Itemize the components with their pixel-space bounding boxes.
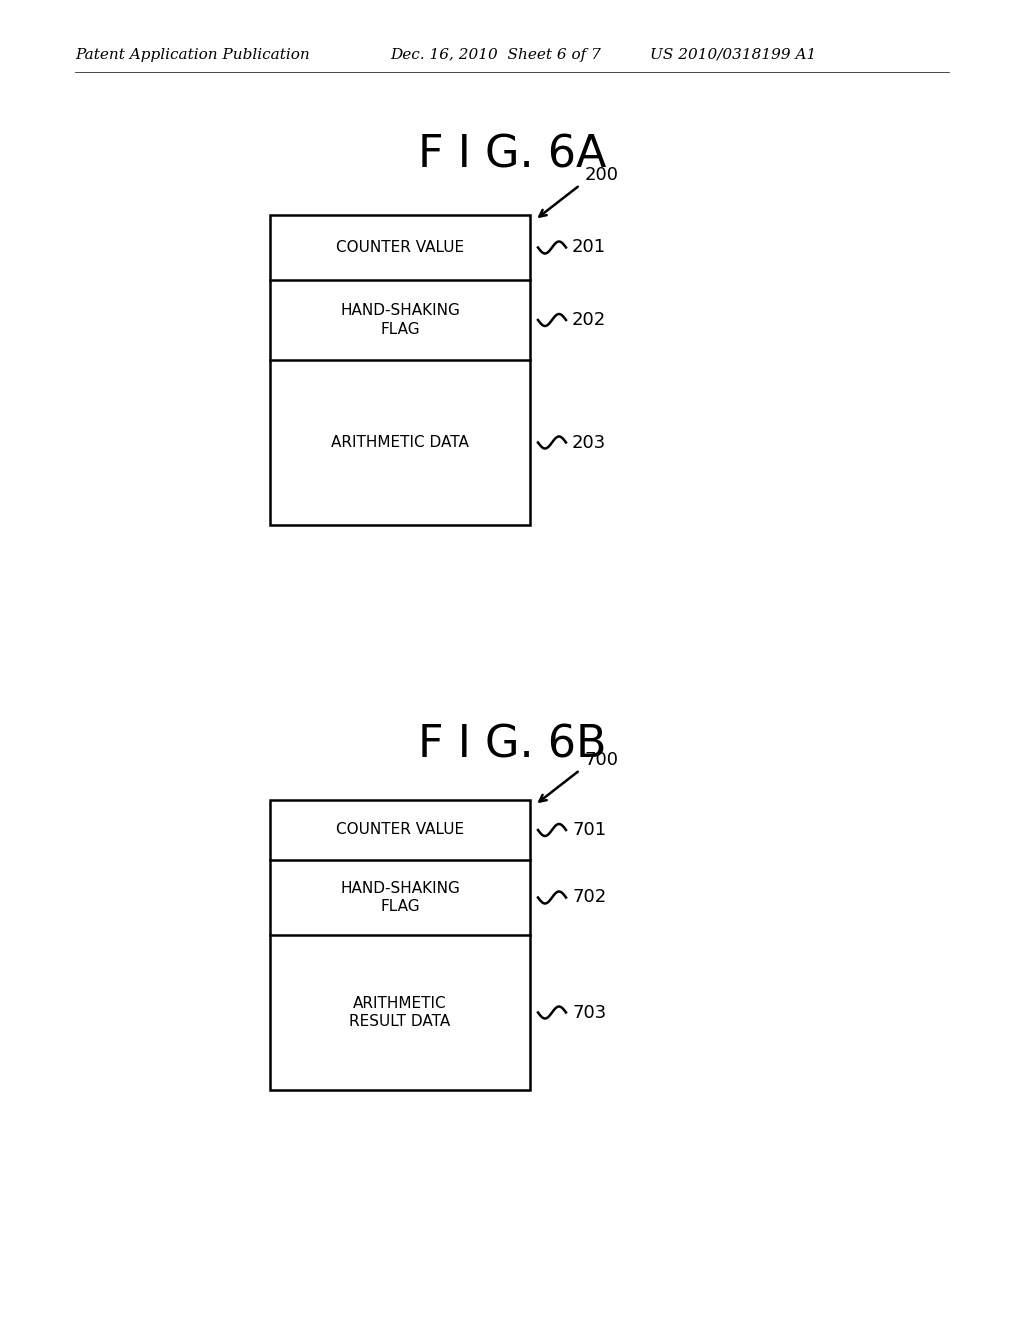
Text: Patent Application Publication: Patent Application Publication [75, 48, 309, 62]
Text: 203: 203 [572, 433, 606, 451]
Text: 702: 702 [572, 888, 606, 907]
Text: HAND-SHAKING
FLAG: HAND-SHAKING FLAG [340, 880, 460, 915]
Text: COUNTER VALUE: COUNTER VALUE [336, 822, 464, 837]
Text: F I G. 6B: F I G. 6B [418, 723, 606, 767]
Text: ARITHMETIC DATA: ARITHMETIC DATA [331, 436, 469, 450]
Text: US 2010/0318199 A1: US 2010/0318199 A1 [650, 48, 816, 62]
Text: Dec. 16, 2010  Sheet 6 of 7: Dec. 16, 2010 Sheet 6 of 7 [390, 48, 601, 62]
Text: 700: 700 [585, 751, 618, 770]
Text: 200: 200 [585, 166, 618, 183]
Bar [270, 800, 530, 1090]
Text: 703: 703 [572, 1003, 606, 1022]
Text: 701: 701 [572, 821, 606, 840]
Text: 201: 201 [572, 239, 606, 256]
Text: ARITHMETIC
RESULT DATA: ARITHMETIC RESULT DATA [349, 995, 451, 1030]
Text: 202: 202 [572, 312, 606, 329]
Text: F I G. 6A: F I G. 6A [418, 133, 606, 177]
Bar [270, 215, 530, 525]
Text: HAND-SHAKING
FLAG: HAND-SHAKING FLAG [340, 304, 460, 337]
Text: COUNTER VALUE: COUNTER VALUE [336, 240, 464, 255]
